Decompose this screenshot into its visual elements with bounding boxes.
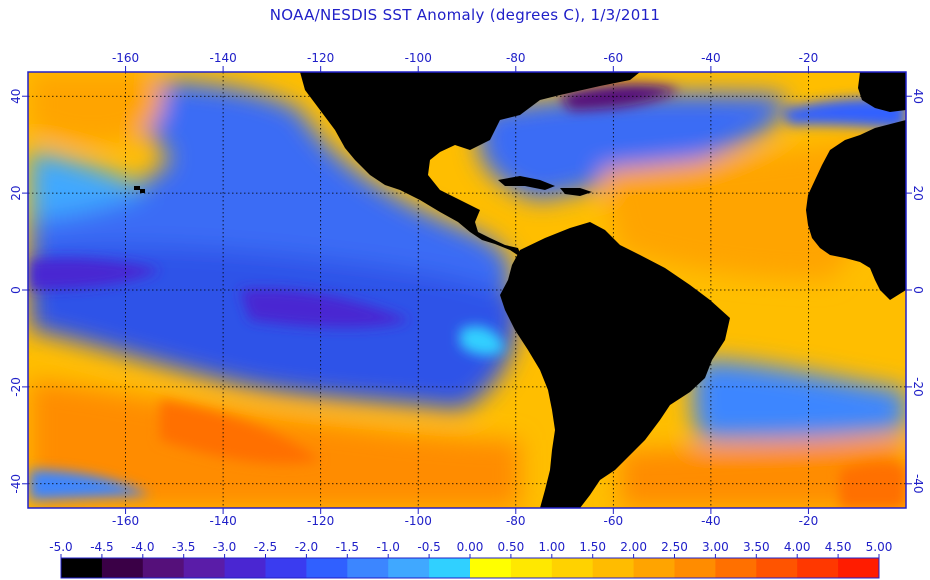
lon-label-bottom: -140 <box>209 514 236 528</box>
colorbar-swatch <box>797 558 839 578</box>
lon-label-bottom: -20 <box>799 514 819 528</box>
lat-label-left: -40 <box>9 474 23 494</box>
colorbar-swatch <box>101 558 144 578</box>
colorbar-swatch <box>592 558 635 578</box>
colorbar-swatch <box>674 558 716 578</box>
colorbar-label: -4.5 <box>90 540 113 554</box>
colorbar-swatch <box>470 558 512 578</box>
colorbar-label: -3.0 <box>213 540 236 554</box>
colorbar: -5.0 -4.5 -4.0 -3.5 -3.0 -2.5 -2.0 -1.5 -1.0 -0.5… <box>49 540 893 579</box>
colorbar-label: 2.00 <box>620 540 647 554</box>
lon-label-bottom: -40 <box>701 514 721 528</box>
colorbar-label: -2.0 <box>295 540 318 554</box>
colorbar-label: 1.50 <box>579 540 606 554</box>
colorbar-swatch <box>347 558 389 578</box>
colorbar-label: 3.50 <box>743 540 770 554</box>
colorbar-swatch <box>633 558 675 578</box>
lat-label-right: 20 <box>911 185 925 200</box>
colorbar-label: -3.5 <box>172 540 195 554</box>
colorbar-label: 3.00 <box>702 540 729 554</box>
colorbar-swatch <box>429 558 471 578</box>
colorbar-label: -1.5 <box>336 540 359 554</box>
colorbar-label: 2.50 <box>661 540 688 554</box>
colorbar-swatch <box>756 558 798 578</box>
lat-label-right: -40 <box>911 474 925 494</box>
colorbar-swatch <box>183 558 226 578</box>
colorbar-label: 4.00 <box>784 540 811 554</box>
colorbar-swatch <box>142 558 185 578</box>
lat-label-left: -20 <box>9 377 23 397</box>
lon-label-top: -40 <box>701 51 721 65</box>
lat-label-right: -20 <box>911 377 925 397</box>
lon-label-top: -60 <box>604 51 624 65</box>
colorbar-label: -1.0 <box>376 540 399 554</box>
colorbar-swatch <box>265 558 307 578</box>
lat-label-right: 40 <box>911 89 925 104</box>
lon-label-bottom: -120 <box>307 514 334 528</box>
lon-label-top: -140 <box>209 51 236 65</box>
colorbar-label: 0.50 <box>498 540 525 554</box>
colorbar-label: -0.5 <box>417 540 440 554</box>
lon-label-top: -120 <box>307 51 334 65</box>
lon-label-top: -160 <box>112 51 139 65</box>
colorbar-swatch <box>388 558 430 578</box>
lon-label-top: -80 <box>506 51 526 65</box>
lon-label-bottom: -80 <box>506 514 526 528</box>
colorbar-label: -5.0 <box>49 540 72 554</box>
colorbar-label: 5.00 <box>866 540 893 554</box>
sst-field <box>28 72 906 508</box>
land <box>134 72 906 508</box>
axis-ticks: -160 -160 -140 -140 -120 -120 -100 -100 -80 -80 -6… <box>9 51 925 528</box>
colorbar-label: -2.5 <box>254 540 277 554</box>
lat-label-right: 0 <box>911 286 925 294</box>
colorbar-swatch <box>715 558 757 578</box>
lon-label-bottom: -160 <box>112 514 139 528</box>
lon-label-top: -100 <box>405 51 432 65</box>
graticule <box>28 72 906 508</box>
lon-label-bottom: -100 <box>405 514 432 528</box>
colorbar-swatch <box>306 558 348 578</box>
colorbar-swatch <box>838 558 880 578</box>
colorbar-label: 1.00 <box>538 540 565 554</box>
lat-label-left: 20 <box>9 185 23 200</box>
lat-label-left: 0 <box>9 286 23 294</box>
colorbar-label: -4.0 <box>131 540 154 554</box>
lat-label-left: 40 <box>9 89 23 104</box>
colorbar-label: 0.00 <box>457 540 484 554</box>
map-title: NOAA/NESDIS SST Anomaly (degrees C), 1/3… <box>269 6 661 24</box>
colorbar-swatch <box>224 558 266 578</box>
colorbar-swatch <box>61 558 103 578</box>
colorbar-label: 4.50 <box>825 540 852 554</box>
colorbar-swatch <box>510 558 553 578</box>
lon-label-bottom: -60 <box>604 514 624 528</box>
colorbar-swatch <box>551 558 594 578</box>
lon-label-top: -20 <box>799 51 819 65</box>
